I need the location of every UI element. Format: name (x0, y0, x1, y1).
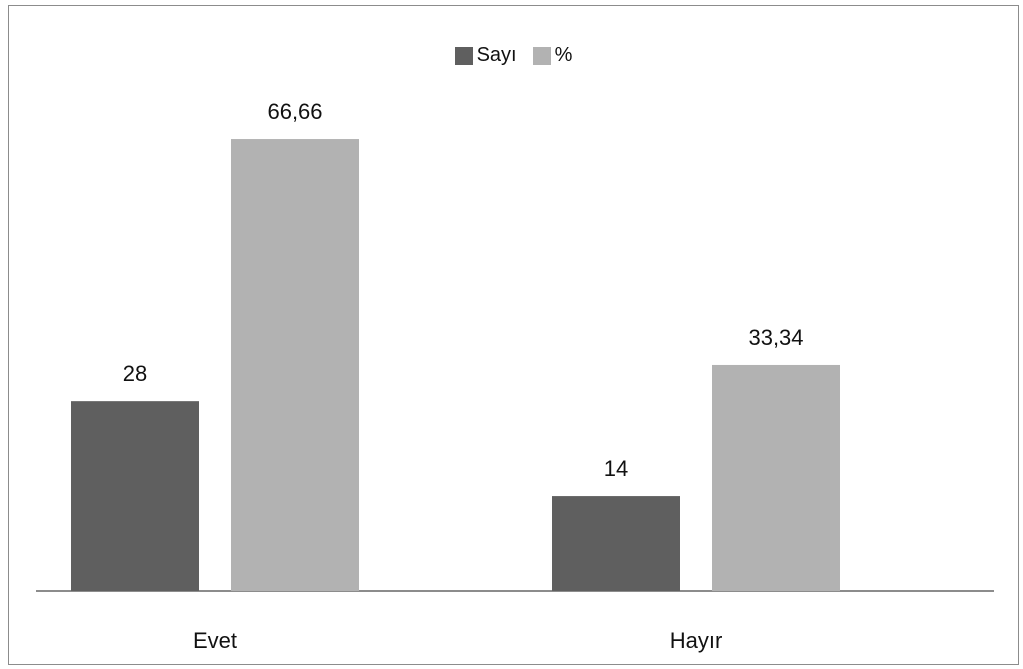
bar-evet-series-0 (71, 401, 199, 591)
data-label: 66,66 (267, 99, 322, 124)
x-tick-label: Evet (193, 628, 237, 653)
data-label: 33,34 (748, 325, 803, 350)
x-tick-label: Hayır (670, 628, 723, 653)
bars-layer: 28 66,66 14 33,34 (71, 99, 840, 591)
data-label: 14 (604, 456, 628, 481)
legend-label-percent: % (554, 44, 573, 66)
legend-entry-sayi: Sayı (454, 44, 517, 67)
chart-frame: Sayı % 28 66,66 14 33,34 Evet Hayır (8, 5, 1019, 665)
bar-chart: 28 66,66 14 33,34 Evet Hayır (36, 99, 994, 653)
legend-entry-percent: % (532, 44, 573, 67)
bar-hayr-series-0 (552, 496, 680, 591)
bar-hayr-series-1 (712, 364, 840, 591)
chart-legend: Sayı % (9, 44, 1018, 67)
data-label: 28 (123, 361, 147, 386)
legend-swatch-sayi (454, 46, 473, 65)
legend-label-sayi: Sayı (476, 44, 517, 66)
bar-evet-series-1 (231, 139, 359, 591)
legend-swatch-percent (532, 46, 551, 65)
